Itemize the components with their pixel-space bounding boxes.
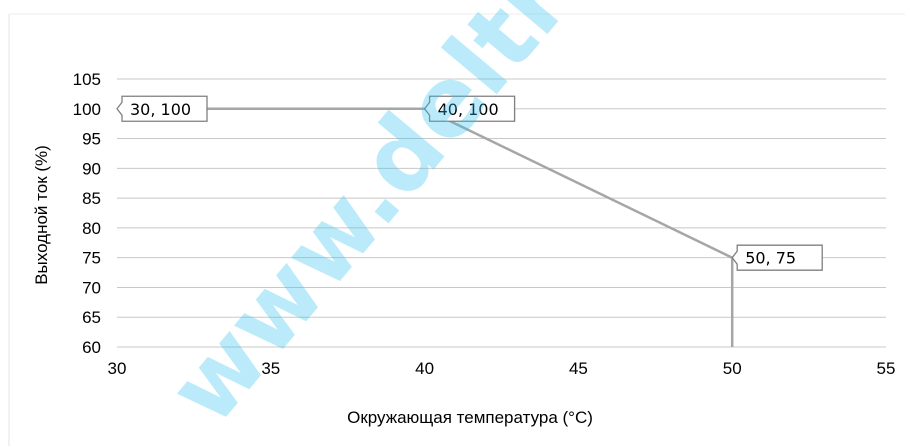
x-axis-title: Окружающая температура (°C) <box>347 408 593 427</box>
data-callout-box <box>423 95 516 122</box>
series-layer <box>117 107 734 347</box>
data-callout-label: 50, 75 <box>745 249 796 268</box>
x-tick-label: 40 <box>415 359 434 378</box>
y-tick-label: 95 <box>82 130 101 149</box>
callout-layer: 30, 100 40, 100 50, 75 <box>116 95 823 271</box>
data-callout-box <box>116 95 208 122</box>
y-tick-label: 100 <box>73 100 101 119</box>
y-tick-label: 90 <box>82 159 101 178</box>
gridlines <box>117 78 886 348</box>
y-axis-title: Выходной ток (%) <box>32 145 51 285</box>
y-tick-label: 75 <box>82 249 101 268</box>
x-tick-label: 50 <box>723 359 742 378</box>
data-callout-box <box>731 244 823 271</box>
x-tick-label: 30 <box>108 359 127 378</box>
y-tick-label: 60 <box>82 338 101 357</box>
y-tick-label: 105 <box>73 70 101 89</box>
y-tick-label: 85 <box>82 189 101 208</box>
data-callout-label: 40, 100 <box>438 100 499 119</box>
x-tick-label: 35 <box>261 359 280 378</box>
y-tick-label: 80 <box>82 219 101 238</box>
y-tick-label: 70 <box>82 278 101 297</box>
x-tick-labels: 30 35 40 45 50 55 <box>108 359 896 378</box>
series-line <box>117 107 734 347</box>
data-callout-label: 30, 100 <box>130 100 191 119</box>
x-tick-label: 45 <box>569 359 588 378</box>
y-tick-labels: 105 100 95 90 85 80 75 70 65 60 <box>73 70 101 357</box>
y-tick-label: 65 <box>82 308 101 327</box>
x-tick-label: 55 <box>877 359 896 378</box>
